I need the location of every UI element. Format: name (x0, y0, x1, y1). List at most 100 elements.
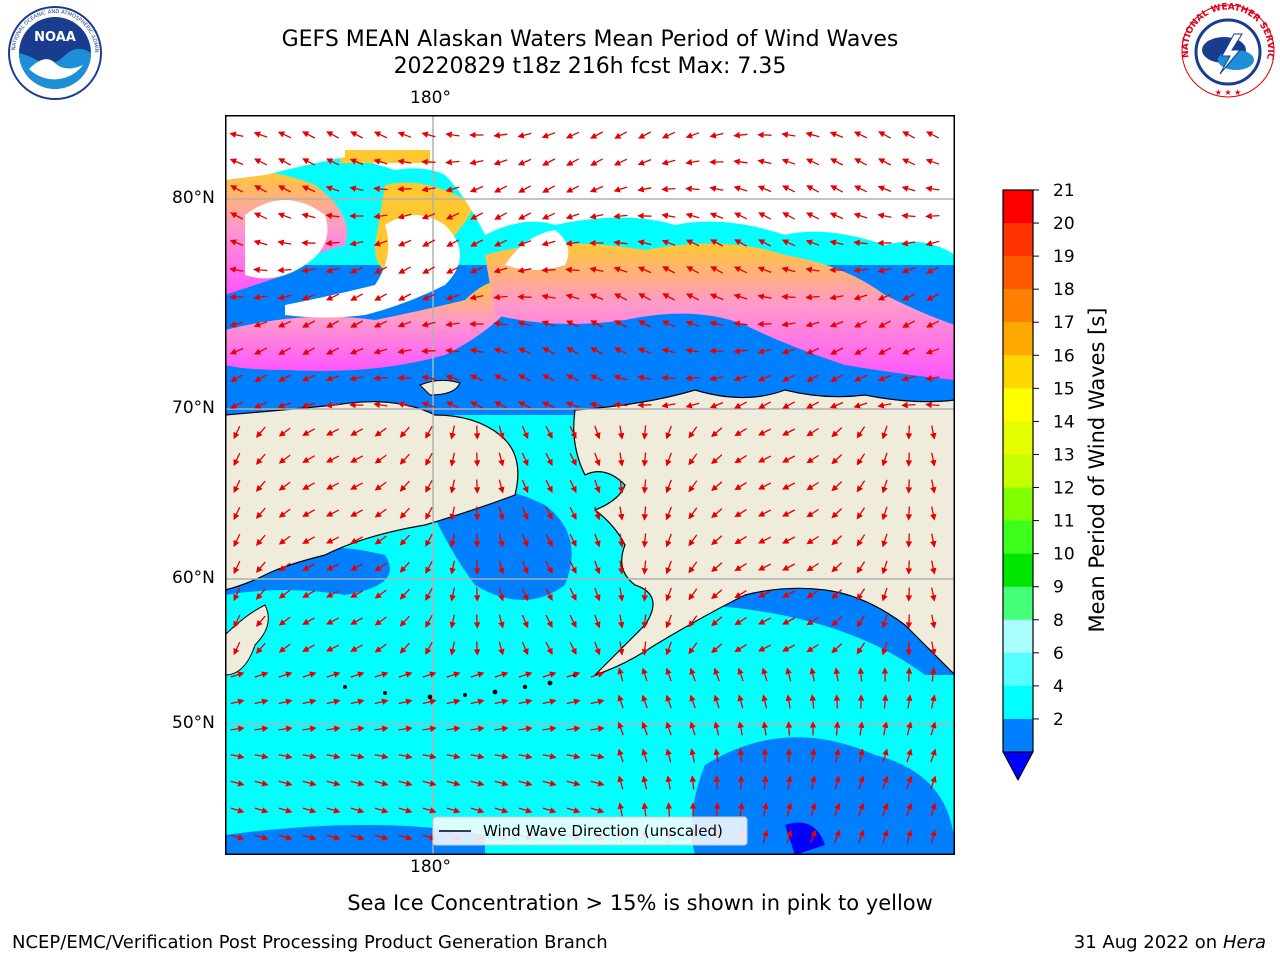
wave-arrow (637, 186, 652, 193)
wave-arrow (229, 158, 244, 166)
wave-arrow (350, 698, 365, 705)
wave-arrow (542, 698, 557, 705)
wave-arrow (930, 479, 937, 494)
colorbar-bin (1003, 718, 1033, 753)
wave-arrow (326, 347, 340, 355)
wave-arrow (542, 671, 557, 678)
wave-arrow (350, 455, 364, 463)
wave-arrow (374, 562, 387, 572)
wave-arrow (711, 481, 723, 492)
wave-arrow (565, 266, 580, 274)
wave-arrow (566, 725, 581, 733)
wave-arrow (906, 721, 913, 736)
wave-arrow (637, 374, 652, 381)
wave-arrow (517, 347, 532, 355)
wave-arrow (545, 479, 553, 493)
wave-arrow (734, 590, 747, 599)
wave-arrow (349, 347, 364, 355)
wave-arrow (473, 614, 481, 629)
wave-arrow (710, 239, 724, 247)
wave-arrow (541, 132, 556, 139)
wave-arrow (810, 829, 817, 844)
wave-arrow (782, 212, 796, 220)
wave-arrow (350, 725, 365, 733)
wave-arrow (614, 293, 628, 301)
wave-arrow (350, 807, 365, 814)
wave-arrow (278, 158, 292, 166)
wave-arrow (397, 321, 412, 328)
wave-arrow (469, 374, 484, 382)
wave-arrow (541, 266, 556, 274)
wave-arrow (373, 131, 388, 139)
wave-arrow (665, 614, 672, 629)
wave-arrow (665, 802, 673, 817)
wave-arrow (399, 507, 410, 519)
wave-arrow (782, 185, 796, 193)
wave-arrow (398, 753, 413, 760)
wave-arrow (542, 807, 557, 814)
wave-arrow (830, 374, 844, 382)
wave-arrow (930, 802, 937, 817)
wave-arrow (470, 671, 485, 678)
wave-arrow (326, 455, 340, 463)
wave-arrow (498, 641, 505, 656)
wave-arrow (541, 320, 556, 327)
wave-arrow (301, 212, 316, 219)
wave-arrow (233, 614, 241, 629)
wave-arrow (685, 158, 700, 166)
wave-arrow (930, 748, 937, 763)
wave-arrow (469, 294, 484, 301)
wave-arrow (569, 614, 577, 628)
wave-arrow (926, 320, 940, 328)
wave-arrow (425, 587, 433, 601)
wave-arrow (229, 347, 244, 355)
wave-arrow (422, 698, 437, 705)
wave-arrow (617, 614, 625, 629)
wave-arrow (829, 239, 844, 246)
wave-arrow (641, 560, 649, 575)
wave-arrow (398, 266, 412, 274)
wave-arrow (661, 347, 676, 354)
wave-arrow (781, 158, 796, 165)
wave-arrow (665, 506, 672, 521)
wave-arrow (255, 426, 266, 438)
wave-arrow (781, 348, 796, 355)
wave-arrow (806, 535, 819, 545)
wave-arrow (399, 480, 410, 492)
wave-arrow (688, 480, 698, 493)
wave-arrow (854, 320, 868, 328)
wave-arrow (785, 694, 792, 709)
wave-arrow (473, 479, 481, 494)
wave-arrow (831, 508, 843, 519)
wave-arrow (473, 587, 481, 602)
wave-arrow (254, 347, 268, 355)
wave-arrow (230, 212, 244, 220)
wave-arrow (374, 780, 389, 787)
wave-arrow (733, 375, 748, 382)
wave-arrow (834, 829, 841, 844)
wave-arrow (446, 725, 461, 733)
wave-arrow (711, 427, 723, 438)
wave-arrow (806, 401, 820, 409)
wave-arrow (373, 240, 388, 247)
wave-arrow (902, 320, 916, 328)
wave-arrow (326, 644, 340, 652)
wave-arrow (278, 616, 291, 626)
wave-arrow (758, 239, 772, 247)
wave-direction-arrows (229, 131, 940, 844)
wave-arrow (229, 321, 244, 328)
wave-arrow (498, 452, 505, 467)
wave-arrow (905, 614, 913, 629)
wave-arrow (422, 671, 437, 678)
wave-arrow (254, 753, 269, 760)
wave-arrow (421, 347, 436, 355)
wave-arrow (542, 725, 557, 733)
wave-arrow (831, 589, 843, 600)
wave-arrow (374, 427, 387, 437)
wave-arrow (473, 560, 481, 575)
wave-arrow (278, 643, 291, 653)
wave-arrow (278, 698, 293, 705)
wave-arrow (446, 807, 461, 814)
wave-arrow (425, 479, 433, 493)
wave-arrow (374, 616, 387, 626)
